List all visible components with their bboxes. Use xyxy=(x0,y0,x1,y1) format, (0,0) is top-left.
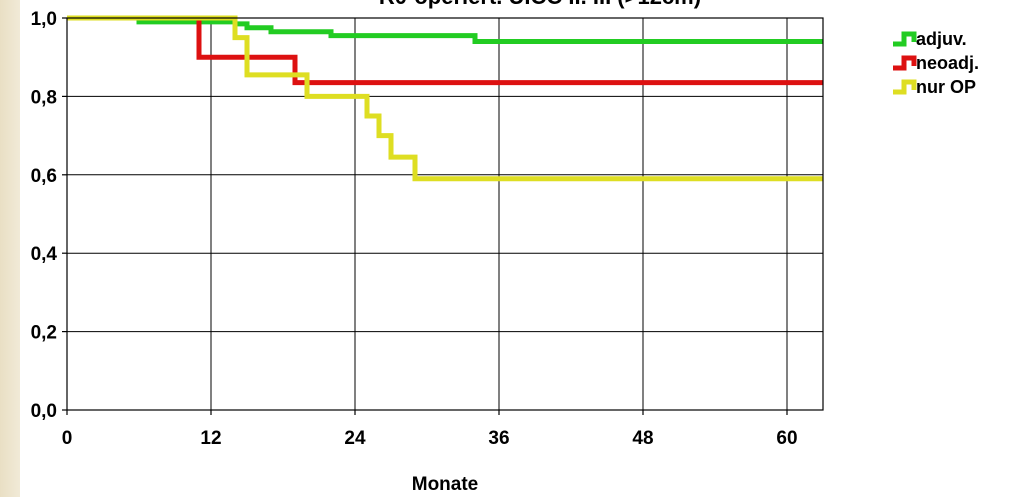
y-tick-label: 0,2 xyxy=(31,323,57,344)
x-axis-title: Monate xyxy=(412,474,479,495)
left-decorative-band xyxy=(0,0,20,497)
y-tick-label: 0,0 xyxy=(31,401,57,422)
legend-symbol xyxy=(893,31,917,47)
y-tick-label: 0,4 xyxy=(31,244,58,265)
series-line-0 xyxy=(67,15,823,45)
x-tick-label: 36 xyxy=(488,428,509,449)
plot-area xyxy=(67,18,823,410)
legend-label: neoadj. xyxy=(916,53,979,73)
x-tick-label: 60 xyxy=(776,428,797,449)
y-tick-label: 0,6 xyxy=(31,166,57,187)
legend: adjuv. neoadj. nur OP xyxy=(893,29,979,97)
x-tick-label: 12 xyxy=(200,428,221,449)
series-line-2 xyxy=(67,15,823,182)
axes: 0 12 24 36 48 60 0,0 0,2 0,4 0,6 0,8 1,0 xyxy=(31,9,798,449)
legend-symbol xyxy=(893,79,917,95)
x-tick-label: 48 xyxy=(632,428,653,449)
legend-symbol xyxy=(893,55,917,71)
grid xyxy=(67,18,823,410)
chart-title: R0-operiert. UICC II. III (>12cm) xyxy=(379,0,701,9)
legend-label: nur OP xyxy=(916,77,976,97)
legend-label: adjuv. xyxy=(916,29,967,49)
y-tick-label: 0,8 xyxy=(31,87,57,108)
plot-frame xyxy=(66,17,824,411)
y-tick-label: 1,0 xyxy=(31,9,57,30)
x-tick-label: 0 xyxy=(62,428,73,449)
x-tick-label: 24 xyxy=(344,428,366,449)
